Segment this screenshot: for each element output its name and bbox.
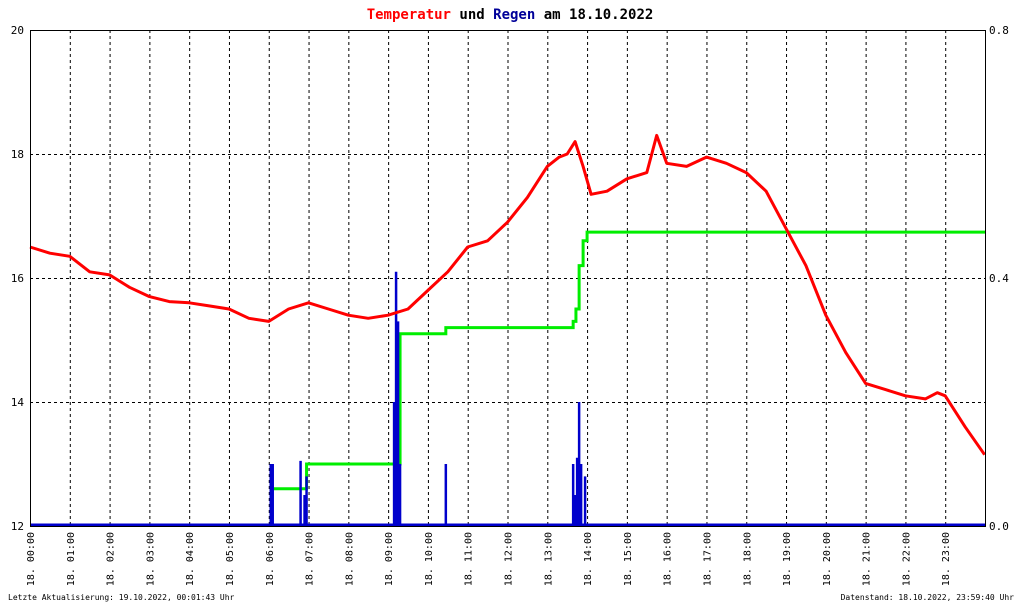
series <box>29 133 986 527</box>
y-left-tick-label: 14 <box>11 396 25 409</box>
x-tick-label: 18. 11:00 <box>464 532 475 586</box>
x-tick-label: 18. 18:00 <box>742 532 753 586</box>
y-right-tick-label: 0.4 <box>989 272 1009 285</box>
x-tick-label: 18. 20:00 <box>822 532 833 586</box>
x-tick-label: 18. 00:00 <box>26 532 37 586</box>
x-tick-label: 18. 19:00 <box>782 532 793 586</box>
x-tick-label: 18. 06:00 <box>265 532 276 586</box>
x-tick-label: 18. 08:00 <box>344 532 355 586</box>
rain-sum-line <box>270 230 985 491</box>
x-tick-label: 18. 12:00 <box>504 532 515 586</box>
title-temperature: Temperatur <box>367 7 451 23</box>
x-tick-label: 18. 15:00 <box>623 532 634 586</box>
grid <box>30 30 985 526</box>
x-tick-label: 18. 05:00 <box>225 532 236 586</box>
title-date: am 18.10.2022 <box>535 7 653 23</box>
y-right-tick-label: 0.8 <box>989 24 1009 37</box>
x-tick-label: 18. 07:00 <box>305 532 316 586</box>
title-rain: Regen <box>493 7 535 23</box>
x-tick-label: 18. 10:00 <box>424 532 435 586</box>
x-tick-label: 18. 13:00 <box>543 532 554 586</box>
x-tick-label: 18. 16:00 <box>663 532 674 586</box>
y-left-tick-label: 12 <box>11 520 24 533</box>
y-left-tick-label: 18 <box>11 148 24 161</box>
x-tick-label: 18. 14:00 <box>583 532 594 586</box>
x-tick-label: 18. 23:00 <box>941 532 952 586</box>
plot-frame <box>30 30 986 527</box>
data-status-note: Datenstand: 18.10.2022, 23:59:40 Uhr <box>840 593 1014 602</box>
last-update-note: Letzte Aktualisierung: 19.10.2022, 00:01… <box>8 593 235 602</box>
axes: 18. 00:00 18. 01:00 18. 02:00 18. 03:00 18. … <box>11 24 1009 586</box>
x-tick-label: 18. 01:00 <box>66 532 77 586</box>
x-tick-label: 18. 02:00 <box>106 532 117 586</box>
x-tick-label: 18. 09:00 <box>384 532 395 586</box>
x-tick-label: 18. 22:00 <box>901 532 912 586</box>
y-left-tick-label: 20 <box>11 24 24 37</box>
temperature-line <box>29 133 986 456</box>
x-tick-label: 18. 21:00 <box>862 532 873 586</box>
x-tick-label: 18. 17:00 <box>702 532 713 586</box>
x-tick-label: 18. 04:00 <box>185 532 196 586</box>
chart-title: Temperatur und Regen am 18.10.2022 <box>367 7 654 23</box>
title-und: und <box>451 7 493 23</box>
x-tick-label: 18. 03:00 <box>145 532 156 586</box>
y-right-tick-label: 0.0 <box>989 520 1009 533</box>
y-left-tick-label: 16 <box>11 272 24 285</box>
